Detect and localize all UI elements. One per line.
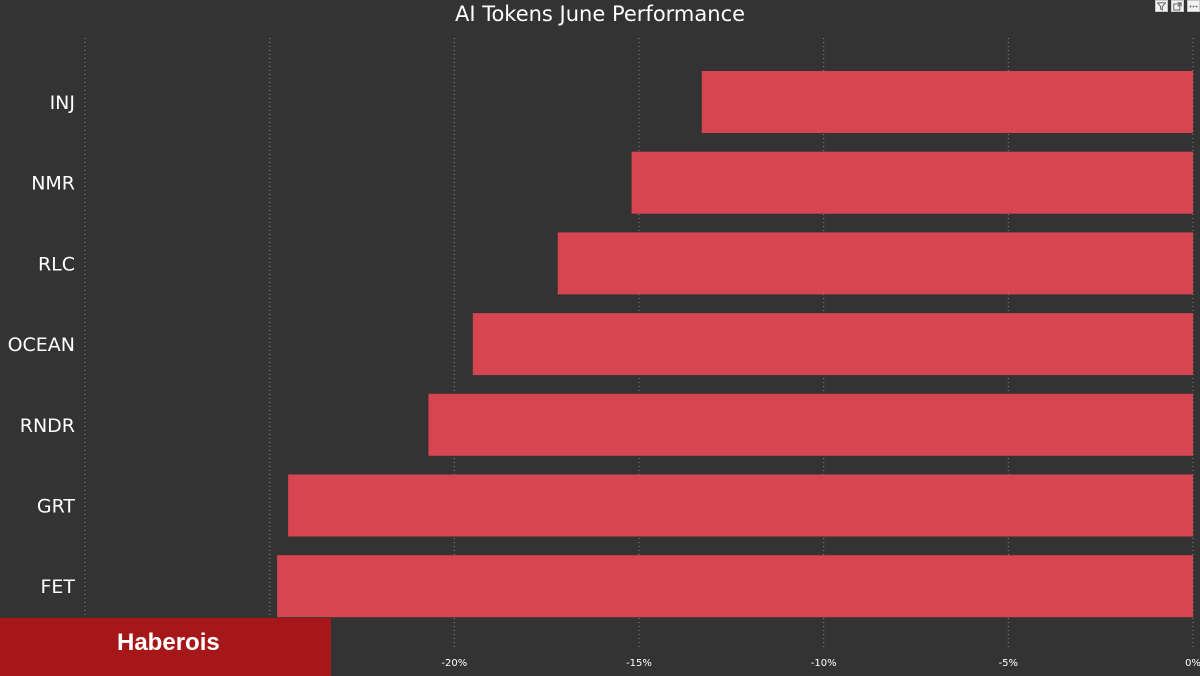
more-options-icon[interactable]: [1187, 0, 1200, 12]
bar-rlc[interactable]: [557, 232, 1193, 295]
x-tick-label: -15%: [626, 658, 652, 669]
visual-header-toolbar: [1155, 0, 1200, 14]
bar-rndr[interactable]: [428, 393, 1194, 456]
bar-nmr[interactable]: [631, 151, 1193, 214]
category-label: OCEAN: [8, 334, 75, 356]
category-label: INJ: [50, 92, 75, 114]
x-tick-label: -5%: [999, 658, 1018, 669]
x-tick-label: -20%: [441, 658, 467, 669]
category-label: NMR: [31, 173, 75, 195]
category-label: RLC: [38, 253, 75, 275]
focus-mode-icon[interactable]: [1171, 0, 1184, 12]
category-labels: INJ NMR RLC OCEAN RNDR GRT FET: [8, 92, 76, 598]
category-label: FET: [40, 576, 75, 598]
chart-title: AI Tokens June Performance: [454, 2, 746, 26]
bar-grt[interactable]: [288, 474, 1194, 537]
category-label: RNDR: [20, 415, 75, 437]
bar-ocean[interactable]: [472, 313, 1193, 376]
watermark-logo: Haberois: [0, 618, 331, 676]
bars: [277, 71, 1194, 618]
watermark-text: Haberois: [117, 629, 220, 656]
bar-inj[interactable]: [701, 71, 1193, 133]
x-tick-label: 0%: [1185, 658, 1200, 669]
bar-fet[interactable]: [277, 555, 1193, 618]
filter-icon[interactable]: [1155, 0, 1168, 12]
category-label: GRT: [37, 496, 76, 518]
x-tick-label: -10%: [811, 658, 837, 669]
